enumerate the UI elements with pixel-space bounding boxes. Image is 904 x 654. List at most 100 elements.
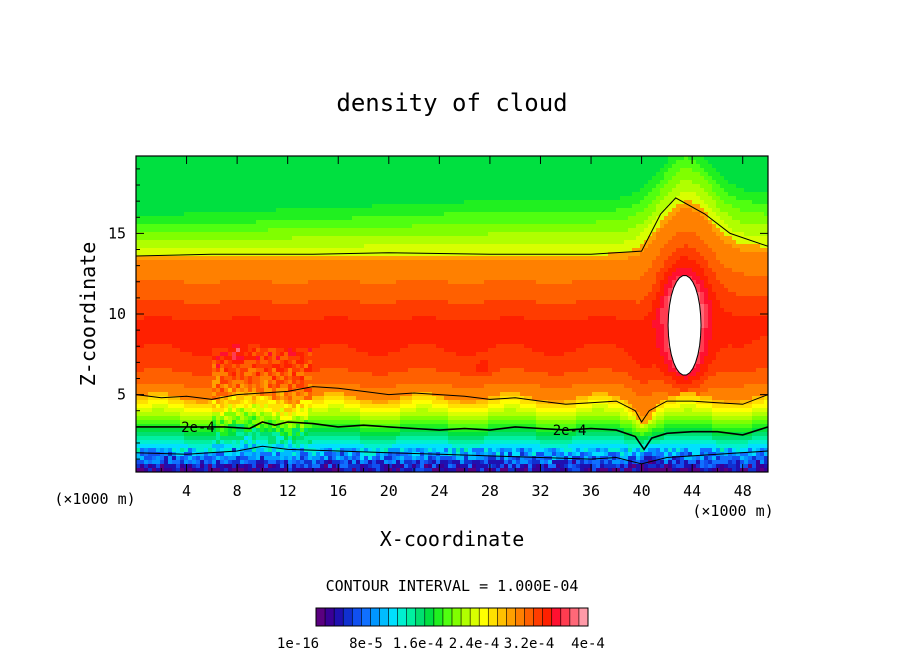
field-cell bbox=[576, 176, 581, 181]
field-cell bbox=[160, 244, 165, 249]
field-cell bbox=[188, 252, 193, 257]
field-cell bbox=[420, 228, 425, 233]
field-cell bbox=[540, 264, 545, 269]
field-cell bbox=[588, 160, 593, 165]
field-cell bbox=[188, 248, 193, 253]
field-cell bbox=[608, 260, 613, 265]
field-cell bbox=[284, 268, 289, 273]
field-cell bbox=[608, 256, 613, 261]
field-cell bbox=[144, 176, 149, 181]
field-cell bbox=[628, 252, 633, 257]
field-cell bbox=[236, 204, 241, 209]
field-cell bbox=[304, 184, 309, 189]
field-cell bbox=[748, 188, 753, 193]
field-cell bbox=[636, 268, 641, 273]
field-cell bbox=[676, 224, 681, 229]
field-cell bbox=[396, 176, 401, 181]
field-cell bbox=[392, 216, 397, 221]
field-cell bbox=[668, 232, 673, 237]
field-cell bbox=[588, 256, 593, 261]
field-cell bbox=[152, 240, 157, 245]
field-cell bbox=[252, 216, 257, 221]
field-cell bbox=[752, 180, 757, 185]
field-cell bbox=[236, 244, 241, 249]
field-cell bbox=[604, 240, 609, 245]
field-cell bbox=[636, 212, 641, 217]
field-cell bbox=[736, 220, 741, 225]
field-cell bbox=[404, 176, 409, 181]
field-cell bbox=[368, 264, 373, 269]
field-cell bbox=[680, 180, 685, 185]
field-cell bbox=[476, 232, 481, 237]
field-cell bbox=[732, 276, 737, 281]
field-cell bbox=[368, 188, 373, 193]
field-cell bbox=[752, 236, 757, 241]
field-cell bbox=[584, 184, 589, 189]
field-cell bbox=[468, 208, 473, 213]
field-cell bbox=[632, 232, 637, 237]
field-cell bbox=[324, 260, 329, 265]
field-cell bbox=[312, 236, 317, 241]
field-cell bbox=[740, 260, 745, 265]
field-cell bbox=[640, 272, 645, 277]
field-cell bbox=[352, 200, 357, 205]
field-cell bbox=[296, 188, 301, 193]
field-cell bbox=[512, 260, 517, 265]
field-cell bbox=[216, 244, 221, 249]
field-cell bbox=[708, 224, 713, 229]
field-cell bbox=[652, 160, 657, 165]
field-cell bbox=[332, 184, 337, 189]
field-cell bbox=[200, 220, 205, 225]
field-cell bbox=[504, 236, 509, 241]
field-cell bbox=[440, 232, 445, 237]
field-cell bbox=[260, 196, 265, 201]
field-cell bbox=[736, 252, 741, 257]
field-cell bbox=[488, 172, 493, 177]
field-cell bbox=[376, 240, 381, 245]
field-cell bbox=[200, 200, 205, 205]
field-cell bbox=[208, 188, 213, 193]
field-cell bbox=[200, 236, 205, 241]
field-cell bbox=[192, 208, 197, 213]
field-cell bbox=[564, 220, 569, 225]
field-cell bbox=[452, 240, 457, 245]
field-cell bbox=[700, 184, 705, 189]
field-cell bbox=[696, 192, 701, 197]
field-cell bbox=[636, 196, 641, 201]
field-cell bbox=[208, 264, 213, 269]
field-cell bbox=[596, 272, 601, 277]
field-cell bbox=[152, 244, 157, 249]
field-cell bbox=[492, 232, 497, 237]
field-cell bbox=[380, 240, 385, 245]
field-cell bbox=[168, 172, 173, 177]
field-cell bbox=[480, 160, 485, 165]
field-cell bbox=[356, 156, 361, 161]
field-cell bbox=[168, 200, 173, 205]
field-cell bbox=[352, 216, 357, 221]
field-cell bbox=[420, 200, 425, 205]
field-cell bbox=[640, 236, 645, 241]
field-cell bbox=[676, 188, 681, 193]
field-cell bbox=[576, 224, 581, 229]
field-cell bbox=[668, 228, 673, 233]
field-cell bbox=[656, 228, 661, 233]
field-cell bbox=[204, 268, 209, 273]
field-cell bbox=[664, 256, 669, 261]
field-cell bbox=[420, 176, 425, 181]
field-cell bbox=[680, 172, 685, 177]
field-cell bbox=[224, 164, 229, 169]
field-cell bbox=[692, 224, 697, 229]
field-cell bbox=[372, 192, 377, 197]
field-cell bbox=[364, 180, 369, 185]
field-cell bbox=[704, 180, 709, 185]
field-cell bbox=[252, 168, 257, 173]
field-cell bbox=[488, 280, 493, 285]
field-cell bbox=[616, 172, 621, 177]
field-cell bbox=[552, 156, 557, 161]
field-cell bbox=[504, 232, 509, 237]
field-cell bbox=[192, 192, 197, 197]
field-cell bbox=[704, 188, 709, 193]
field-cell bbox=[428, 164, 433, 169]
field-cell bbox=[508, 248, 513, 253]
field-cell bbox=[220, 192, 225, 197]
